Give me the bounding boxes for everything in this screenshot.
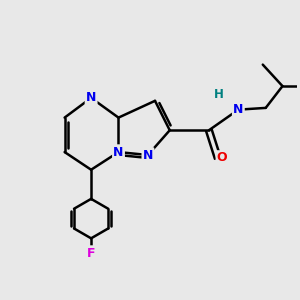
Text: F: F (87, 247, 95, 260)
Text: N: N (113, 146, 124, 159)
Text: O: O (217, 152, 227, 164)
Text: N: N (86, 92, 96, 104)
Text: N: N (143, 148, 153, 161)
Text: N: N (233, 103, 244, 116)
Text: H: H (214, 88, 224, 100)
